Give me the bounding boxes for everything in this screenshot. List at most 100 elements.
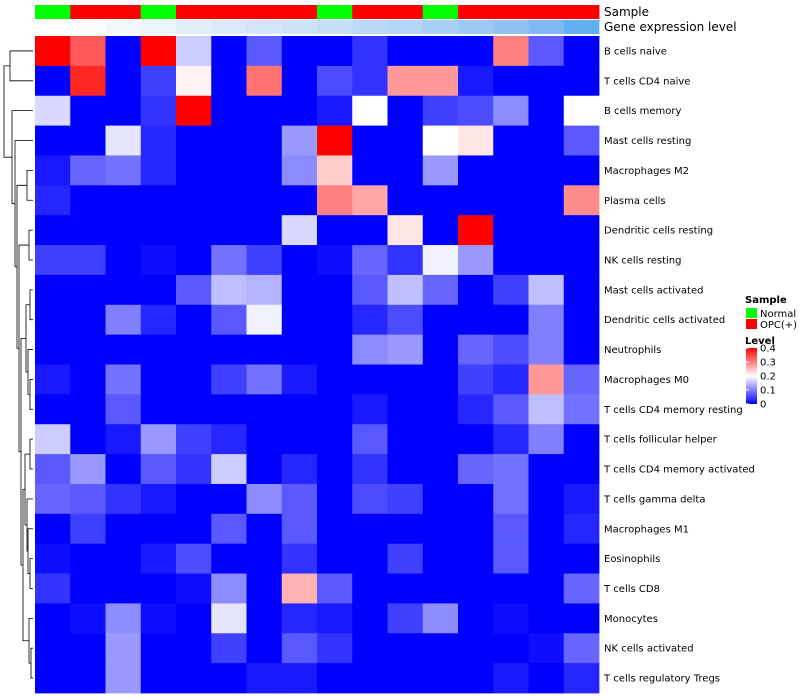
heatmap-cell (105, 36, 142, 67)
heatmap-cell (140, 483, 177, 515)
heatmap-cell (246, 424, 283, 455)
heatmap-cell (246, 125, 283, 156)
heatmap-cell (246, 394, 283, 425)
heatmap-cell (528, 454, 565, 485)
heatmap-cell (140, 304, 177, 336)
heatmap-cell (422, 573, 459, 604)
heatmap-cell (528, 215, 565, 246)
heatmap-cell (352, 125, 388, 156)
heatmap-cell (563, 304, 600, 336)
heatmap-cell (317, 36, 353, 67)
heatmap-cell (140, 663, 177, 694)
heatmap-cell (352, 274, 388, 306)
heatmap-cell (493, 633, 529, 664)
heatmap-cell (387, 155, 424, 186)
heatmap-cell (458, 513, 494, 545)
expression-track-cell (140, 20, 177, 34)
heatmap-cell (528, 603, 565, 634)
sample-track-cell (211, 5, 247, 19)
heatmap-cell (563, 245, 600, 276)
sample-track-cell (281, 5, 318, 19)
heatmap-cell (211, 573, 247, 604)
heatmap-cell (387, 185, 424, 216)
heatmap-cell (528, 364, 565, 395)
heatmap-cell (105, 274, 142, 306)
heatmap-cell (352, 633, 388, 664)
heatmap-cell (422, 663, 459, 694)
heatmap-cell (387, 364, 424, 395)
heatmap-cell (422, 95, 459, 126)
heatmap-cell (422, 603, 459, 634)
heatmap-cell (317, 573, 353, 604)
row-label: T cells CD4 memory resting (603, 405, 743, 416)
heatmap-cell (387, 274, 424, 306)
heatmap-cell (352, 95, 388, 126)
heatmap-cell (211, 185, 247, 216)
heatmap-cell (528, 573, 565, 604)
heatmap-cell (528, 334, 565, 365)
heatmap-cell (70, 65, 106, 97)
heatmap-cell (422, 304, 459, 336)
heatmap-cell (105, 663, 142, 694)
legend-swatch-opc (746, 319, 757, 329)
row-label: T cells CD8 (603, 584, 660, 595)
heatmap-cell (105, 483, 142, 515)
heatmap-cell (176, 454, 212, 485)
heatmap-cell (105, 603, 142, 634)
heatmap-cell (352, 513, 388, 545)
heatmap-cell (246, 543, 283, 574)
heatmap-cell (70, 543, 106, 574)
heatmap-cell (458, 633, 494, 664)
heatmap-cell (105, 65, 142, 97)
heatmap-cell (140, 245, 177, 276)
heatmap-cell (70, 603, 106, 634)
heatmap-cell (528, 155, 565, 186)
row-label: B cells memory (604, 106, 681, 117)
heatmap-cell (140, 125, 177, 156)
heatmap-cell (422, 454, 459, 485)
heatmap-cell (70, 454, 106, 485)
sample-track-cell (493, 5, 529, 19)
legend-level-ticks: 0.4 0.3 0.2 0.1 0 (746, 344, 776, 411)
heatmap-cell (105, 543, 142, 574)
heatmap-cell (35, 424, 71, 455)
heatmap-cell (176, 603, 212, 634)
heatmap-cell (528, 274, 565, 306)
heatmap-cell (422, 364, 459, 395)
heatmap-cell (458, 483, 494, 515)
row-label: Dendritic cells activated (604, 315, 725, 326)
heatmap-cell (140, 424, 177, 455)
heatmap-cell (211, 155, 247, 186)
heatmap-cell (35, 95, 71, 126)
heatmap-cell (70, 215, 106, 246)
row-label: T cells CD4 memory activated (603, 465, 755, 476)
heatmap-cell (246, 155, 283, 186)
sample-track-cell (246, 5, 283, 19)
heatmap-cell (317, 245, 353, 276)
row-label: T cells gamma delta (603, 494, 705, 505)
heatmap-cell (528, 513, 565, 545)
row-label: NK cells resting (604, 255, 681, 266)
heatmap-cell (211, 245, 247, 276)
heatmap-cell (352, 364, 388, 395)
heatmap-cell (35, 155, 71, 186)
heatmap-cell (528, 245, 565, 276)
heatmap-cell (422, 633, 459, 664)
heatmap-cell (246, 185, 283, 216)
heatmap-cell (70, 185, 106, 216)
heatmap-cell (387, 483, 424, 515)
heatmap-cell (493, 394, 529, 425)
heatmap-cell (458, 304, 494, 336)
heatmap-cell (176, 185, 212, 216)
row-label: Macrophages M0 (604, 375, 689, 386)
heatmap-cell (387, 603, 424, 634)
heatmap-cell (563, 155, 600, 186)
heatmap-cell (493, 483, 529, 515)
heatmap-cell (352, 573, 388, 604)
heatmap-cell (422, 215, 459, 246)
heatmap-cell (317, 125, 353, 156)
heatmap-cell (105, 424, 142, 455)
heatmap-cell (105, 304, 142, 336)
heatmap-cell (528, 36, 565, 67)
